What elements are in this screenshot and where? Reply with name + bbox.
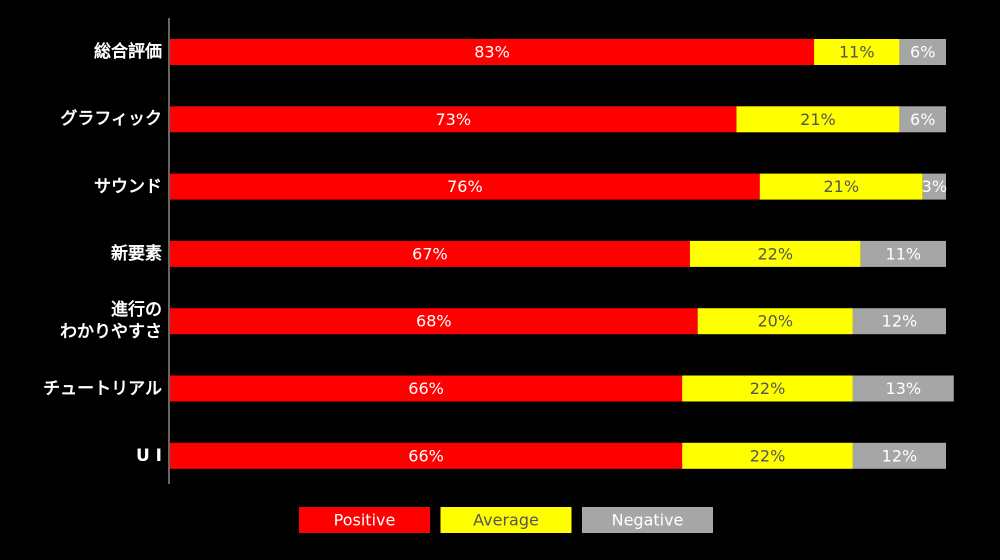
value-label: 68%	[416, 312, 452, 331]
value-label: 83%	[474, 43, 510, 62]
value-label: 21%	[823, 177, 859, 196]
value-label: 11%	[839, 43, 875, 62]
value-label: 12%	[882, 446, 918, 465]
bar-segment	[170, 173, 760, 200]
value-label: 22%	[757, 244, 793, 263]
bar-segment	[852, 375, 954, 402]
bar-segment	[682, 375, 853, 402]
category-label: サウンド	[94, 176, 162, 197]
bar-segment	[736, 106, 900, 133]
bar-segment	[682, 442, 853, 469]
value-label: 6%	[910, 43, 935, 62]
value-label: 67%	[412, 244, 448, 263]
value-label: 22%	[750, 379, 786, 398]
bar-segment	[860, 240, 946, 267]
value-label: 21%	[800, 110, 836, 129]
category-label: 進行の わかりやすさ	[60, 300, 162, 343]
value-label: 66%	[408, 379, 444, 398]
bar-segment	[899, 106, 946, 133]
bar-segment	[170, 106, 737, 133]
value-label: 76%	[447, 177, 483, 196]
bar-segment	[170, 442, 683, 469]
category-label: グラフィック	[60, 109, 162, 130]
value-label: 6%	[910, 110, 935, 129]
category-label: U I	[135, 445, 162, 466]
value-label: 22%	[750, 446, 786, 465]
bar-segment	[852, 308, 946, 335]
legend-swatch	[299, 507, 430, 533]
legend-swatch	[582, 507, 713, 533]
bar-segment	[170, 375, 683, 402]
bar-segment	[814, 39, 900, 65]
value-label: 3%	[922, 177, 947, 196]
bar-segment	[689, 240, 861, 267]
legend-label: Positive	[334, 511, 396, 530]
category-label: チュートリアル	[43, 378, 162, 399]
legend-label: Negative	[612, 511, 684, 530]
category-label: 新要素	[111, 243, 162, 264]
legend-swatch	[440, 507, 572, 533]
value-label: 11%	[886, 244, 922, 263]
legend-label: Average	[473, 511, 539, 530]
bar-segment	[922, 173, 946, 200]
value-label: 73%	[435, 110, 471, 129]
bar-segment	[170, 240, 690, 267]
value-label: 13%	[886, 379, 922, 398]
value-label: 66%	[408, 446, 444, 465]
bar-segment	[697, 308, 853, 335]
bar-segment	[170, 308, 698, 335]
bar-segment	[899, 39, 946, 65]
category-label: 総合評価	[94, 42, 162, 62]
value-label: 20%	[757, 312, 793, 331]
bar-segment	[759, 173, 923, 200]
bar-segment	[852, 442, 946, 469]
bar-segment	[170, 39, 815, 65]
value-label: 12%	[882, 312, 918, 331]
